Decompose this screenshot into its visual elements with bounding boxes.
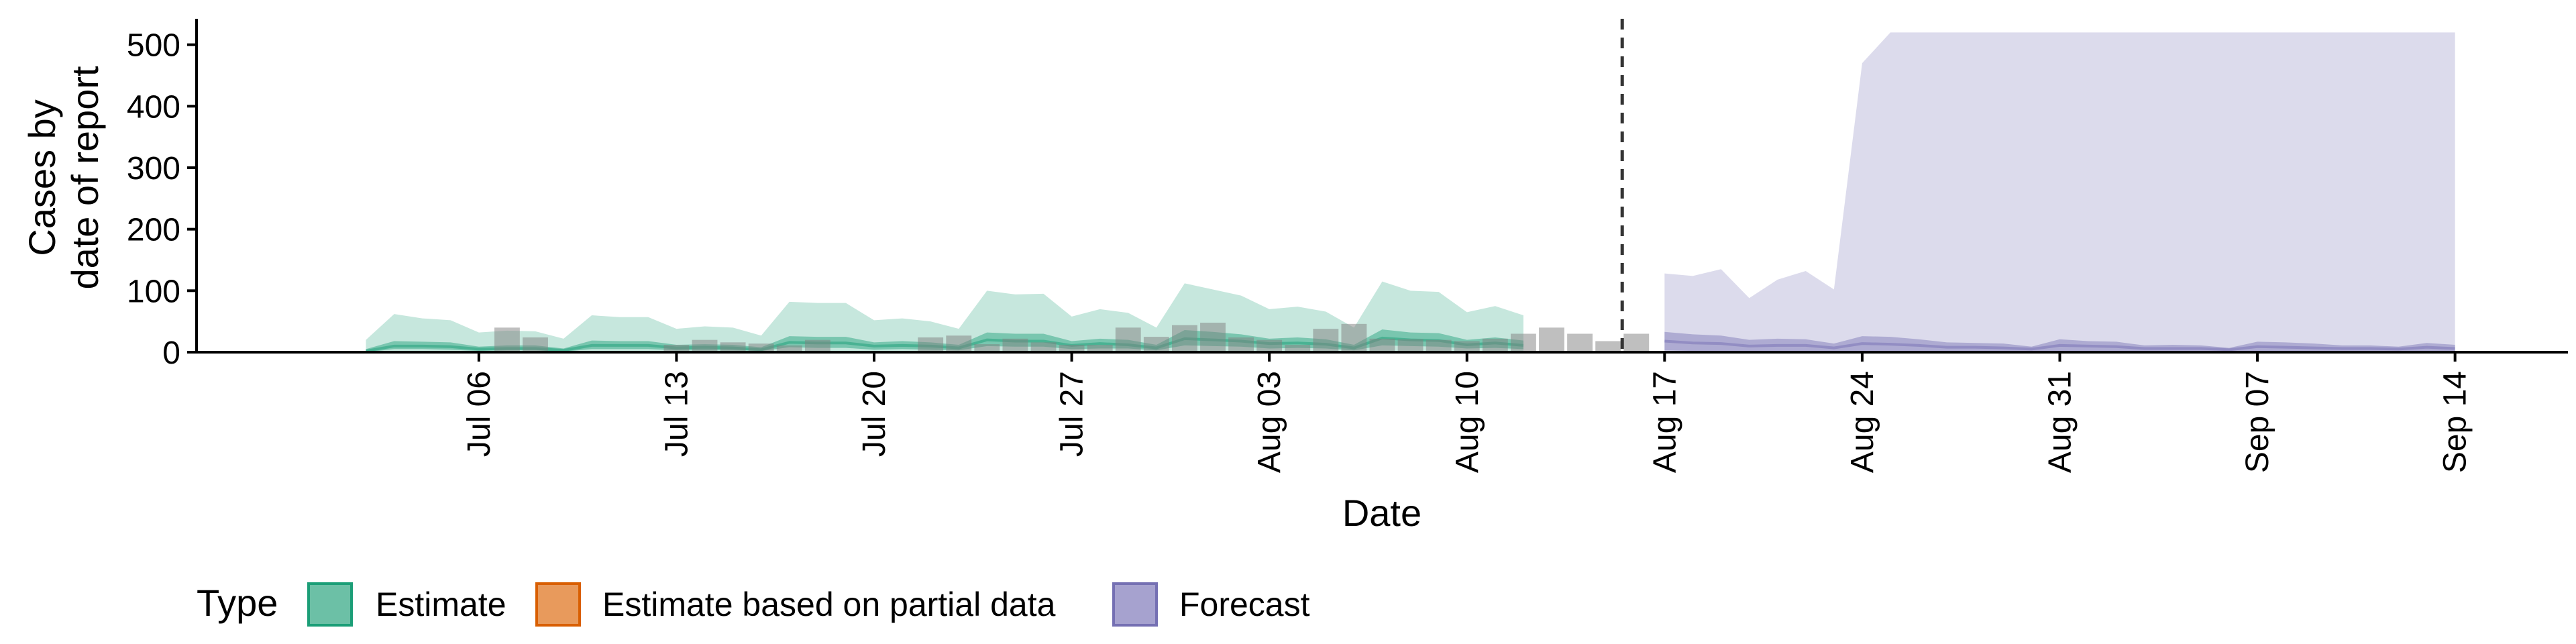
reported-bar [1341,323,1367,352]
reported-bar [1426,339,1452,352]
reported-bar [918,337,944,352]
reported-bar [1313,329,1339,352]
reported-bar [1059,345,1085,352]
legend-key-partial [535,582,581,627]
x-tick-label: Jul 13 [659,371,694,457]
x-tick-label: Aug 24 [1845,371,1880,473]
reported-bar [946,335,972,352]
reported-bar [1115,327,1141,352]
reported-bar [1228,337,1254,352]
reported-bar [1256,339,1283,352]
x-tick-label: Aug 31 [2043,371,2078,473]
x-tick-label: Jul 06 [462,371,497,457]
x-tick-label: Jul 20 [857,371,892,457]
x-tick-label: Aug 17 [1647,371,1682,473]
reported-bar [1482,338,1508,352]
reported-bar [804,339,830,352]
reported-bar [1369,338,1395,352]
reported-bar [1510,333,1536,352]
axes: 0 100 200 300 400 500 Jul 06 Jul 13 Jul 20 Jul 27… [127,19,2568,473]
reported-bar [776,345,802,352]
reported-bar [1143,337,1169,352]
legend: Type Estimate Estimate based on partial … [197,582,1310,627]
y-tick-label: 0 [162,335,180,371]
plot-area [366,19,2455,353]
reported-bar [692,339,718,352]
x-tick-label: Aug 10 [1450,371,1485,473]
y-axis-title-line2: date of report [64,66,106,290]
y-tick-label: 300 [127,151,180,186]
y-tick-label: 200 [127,213,180,248]
legend-key-forecast [1112,582,1158,627]
x-tick-label: Sep 07 [2240,371,2275,473]
reported-bar [974,344,1000,352]
reported-bar [1285,345,1311,352]
legend-label-estimate: Estimate [376,586,506,623]
reported-bar [1567,333,1593,352]
reported-bar [663,345,690,352]
reported-bar [720,342,746,352]
estimate-band-90 [366,281,1523,352]
reported-bar [1397,339,1424,352]
y-tick-label: 100 [127,274,180,309]
reported-bar [1002,338,1028,352]
reported-bar [523,337,548,352]
reported-bar [1030,342,1057,352]
y-tick-label: 500 [127,28,180,64]
x-tick-label: Aug 03 [1252,371,1287,473]
legend-key-estimate [307,582,353,627]
legend-label-forecast: Forecast [1179,586,1310,623]
reported-bar [1087,345,1113,352]
y-axis-title-line1: Cases by [21,99,63,256]
reported-bar [1171,325,1197,352]
x-tick-label: Sep 14 [2438,371,2473,473]
forecast-band-90 [1664,32,2455,352]
forecast-median-line [1664,339,2455,352]
reported-bar [1595,341,1621,352]
reported-bar [494,327,520,352]
reported-bar [748,343,774,352]
legend-title: Type [197,582,278,624]
reported-bar [1454,341,1480,352]
y-tick-label: 400 [127,89,180,125]
reported-bar [1623,333,1650,352]
reported-bar [1200,323,1226,352]
x-tick-label: Jul 27 [1055,371,1090,457]
x-axis-title: Date [1342,492,1421,534]
legend-label-partial: Estimate based on partial data [602,586,1056,623]
reported-bar [1539,327,1564,352]
